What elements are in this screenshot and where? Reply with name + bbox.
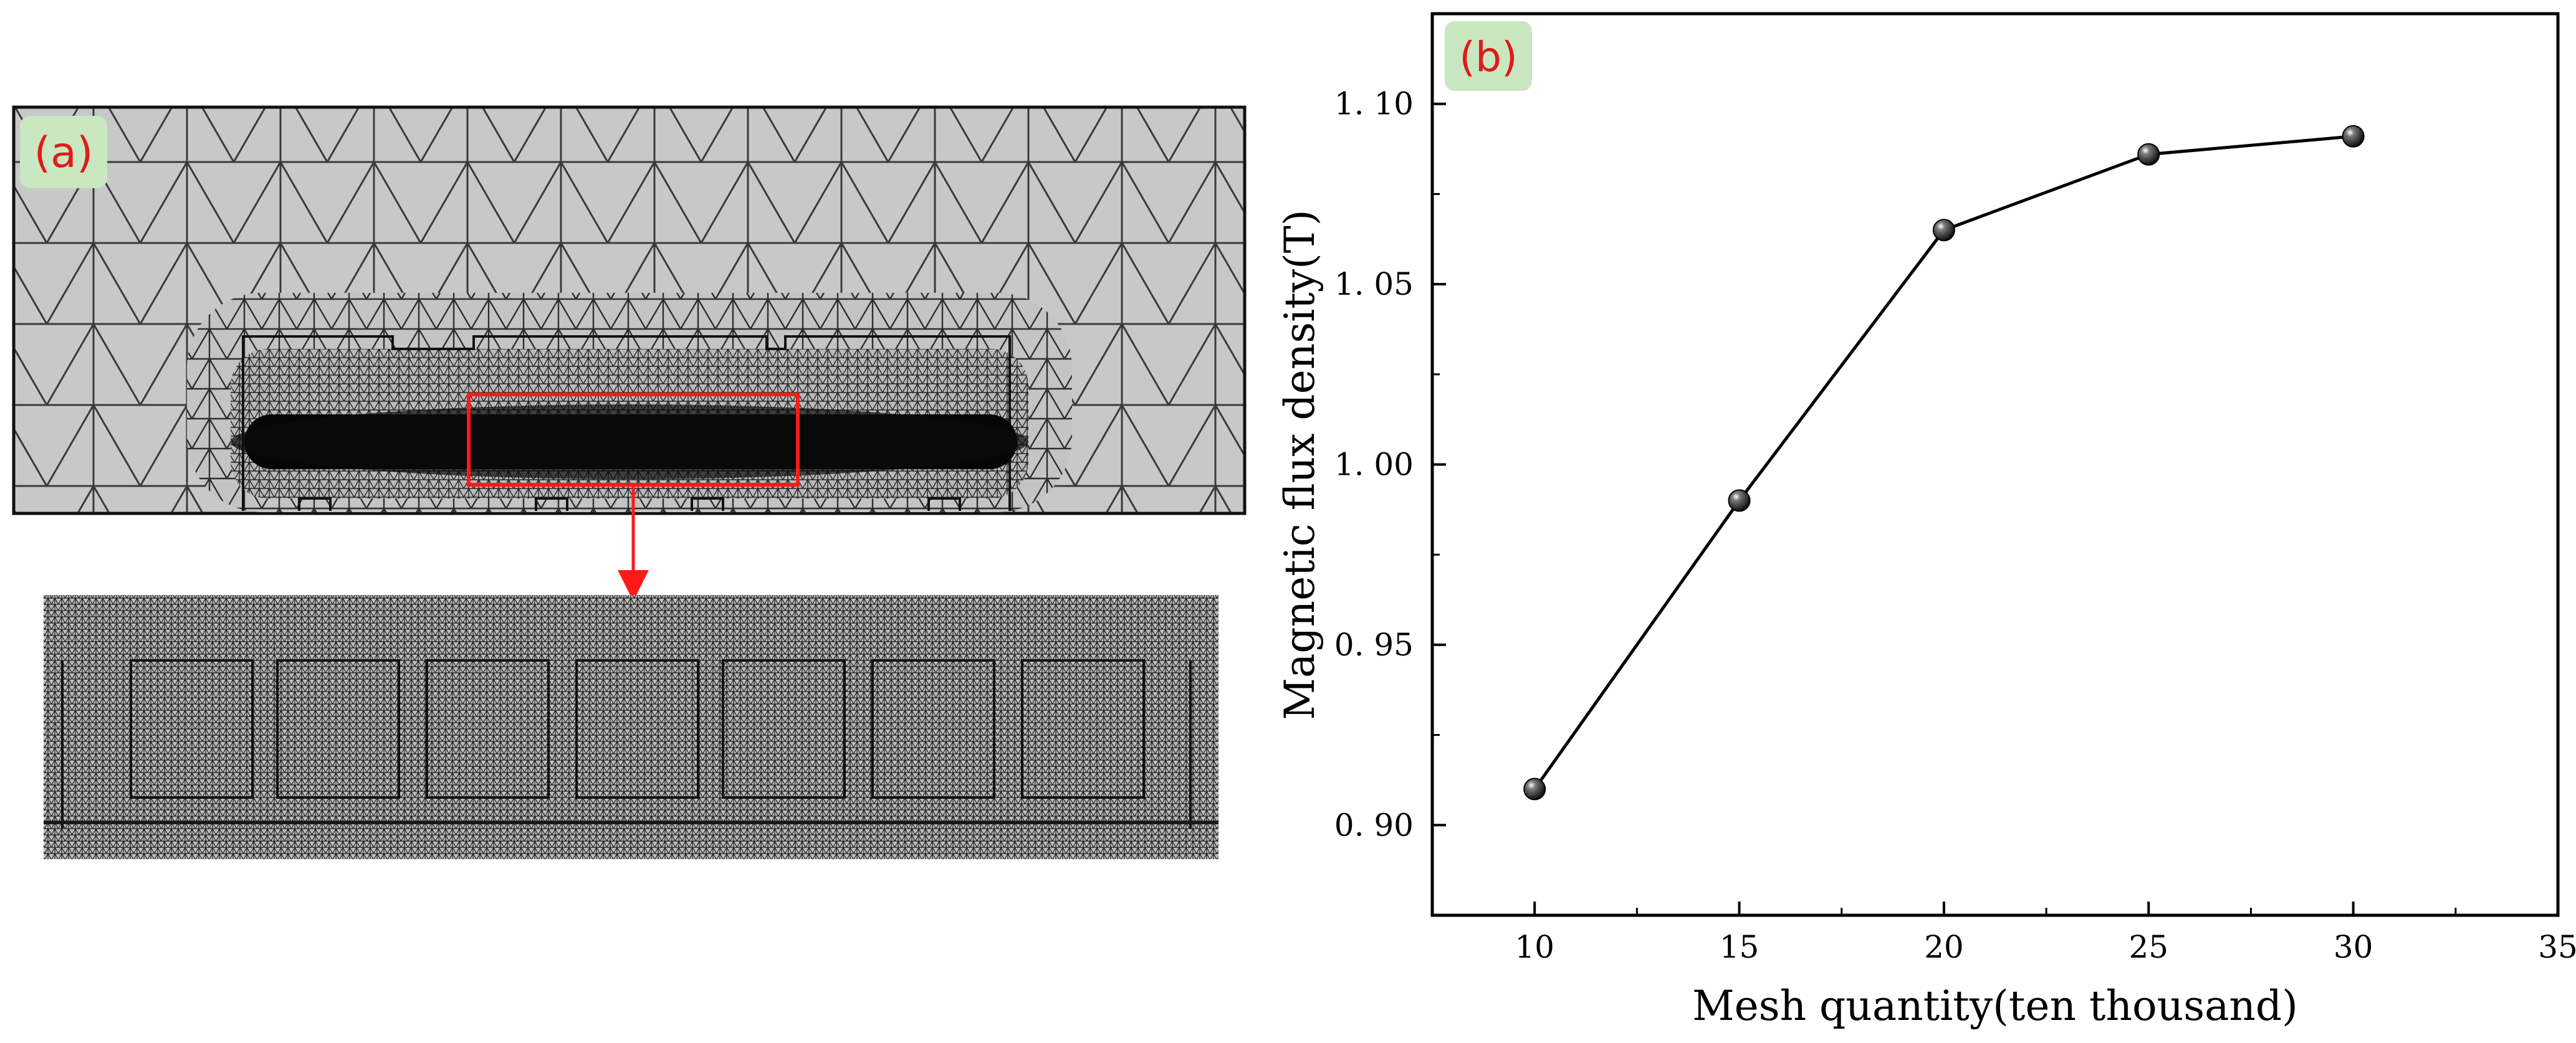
x-tick-label: 35 [2538, 929, 2576, 965]
zoom-slots [61, 659, 1192, 829]
x-tick-label: 25 [2128, 929, 2168, 965]
y-axis-label: Magnetic flux density(T) [1276, 209, 1324, 720]
zoom-inset [44, 595, 1219, 859]
data-point [1728, 489, 1751, 512]
panel-b-label-bg [1445, 21, 1532, 91]
y-tick-label: 0. 95 [1334, 627, 1414, 663]
panel-a-label: (a) [34, 128, 93, 178]
data-point [2342, 125, 2365, 148]
y-tick-label: 1. 00 [1334, 447, 1414, 483]
data-point [1932, 219, 1955, 242]
y-tick-label: 1. 10 [1334, 86, 1414, 122]
panel-b-label: (b) [1459, 33, 1517, 81]
data-point [1523, 778, 1546, 801]
airgap-dense-mesh-halo [231, 404, 1028, 479]
data-point [2137, 143, 2160, 166]
panel-a: (a) [12, 105, 1247, 859]
series [1523, 125, 2365, 801]
x-tick-label: 10 [1515, 929, 1554, 965]
plot-frame [1430, 12, 2560, 917]
axes: 10 15 20 25 30 35 0. 90 0. 95 1. 00 1. 05 1. 10 [1334, 86, 2576, 965]
device-outline [242, 335, 1011, 511]
x-axis-label: Mesh quantity(ten thousand) [1692, 982, 2298, 1030]
panel-a-label-bg [20, 116, 107, 188]
x-tick-label: 30 [2334, 929, 2373, 965]
y-tick-label: 0. 90 [1334, 807, 1414, 843]
device-teeth [298, 497, 961, 511]
panel-b: 10 15 20 25 30 35 0. 90 0. 95 1. 00 1. 05 1. 10 Me… [1276, 12, 2576, 1030]
y-tick-label: 1. 05 [1334, 266, 1414, 302]
x-tick-label: 15 [1720, 929, 1760, 965]
x-tick-label: 20 [1924, 929, 1964, 965]
